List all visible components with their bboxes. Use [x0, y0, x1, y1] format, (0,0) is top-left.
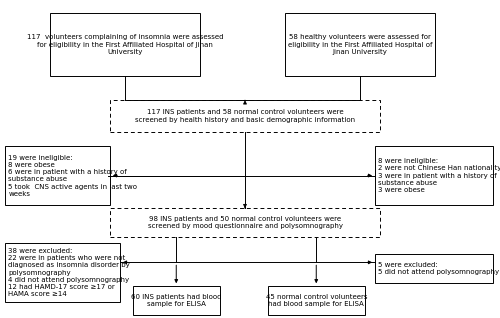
FancyBboxPatch shape — [110, 100, 380, 132]
FancyBboxPatch shape — [5, 243, 120, 302]
Text: 98 INS patients and 50 normal control volunteers were
screened by mood questionn: 98 INS patients and 50 normal control vo… — [148, 216, 342, 229]
FancyBboxPatch shape — [110, 208, 380, 237]
Text: 45 normal control volunteers
had blood sample for ELISA: 45 normal control volunteers had blood s… — [266, 294, 367, 307]
Text: 117  volunteers complaining of insomnia were assessed
for eligibility in the Fir: 117 volunteers complaining of insomnia w… — [27, 34, 223, 55]
FancyBboxPatch shape — [375, 146, 492, 205]
FancyBboxPatch shape — [285, 13, 435, 76]
FancyBboxPatch shape — [132, 286, 220, 315]
Text: 117 INS patients and 58 normal control volunteers were
screened by health histor: 117 INS patients and 58 normal control v… — [135, 109, 355, 123]
FancyBboxPatch shape — [50, 13, 200, 76]
Text: 60 INS patients had blood
sample for ELISA: 60 INS patients had blood sample for ELI… — [131, 294, 222, 307]
Text: 5 were excluded:
5 did not attend polysomnography: 5 were excluded: 5 did not attend polyso… — [378, 262, 500, 275]
Text: 8 were ineligible:
2 were not Chinese Han nationality
3 were in patient with a h: 8 were ineligible: 2 were not Chinese Ha… — [378, 158, 500, 193]
FancyBboxPatch shape — [5, 146, 110, 205]
Text: 38 were excluded:
22 were in patients who were not
diagnosed as insomnia disorde: 38 were excluded: 22 were in patients wh… — [8, 248, 130, 297]
Text: 19 were ineligible:
8 were obese
6 were in patient with a history of
substance a: 19 were ineligible: 8 were obese 6 were … — [8, 155, 138, 197]
FancyBboxPatch shape — [268, 286, 365, 315]
Text: 58 healthy volunteers were assessed for
eligibility in the First Affiliated Hosp: 58 healthy volunteers were assessed for … — [288, 34, 432, 55]
FancyBboxPatch shape — [375, 254, 492, 283]
